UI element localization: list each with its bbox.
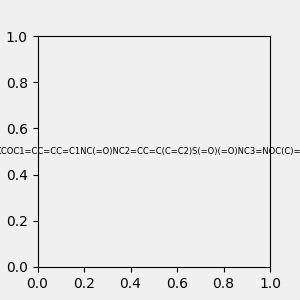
Text: CCOC1=CC=CC=C1NC(=O)NC2=CC=C(C=C2)S(=O)(=O)NC3=NOC(C)=C3: CCOC1=CC=CC=C1NC(=O)NC2=CC=C(C=C2)S(=O)(…	[0, 147, 300, 156]
